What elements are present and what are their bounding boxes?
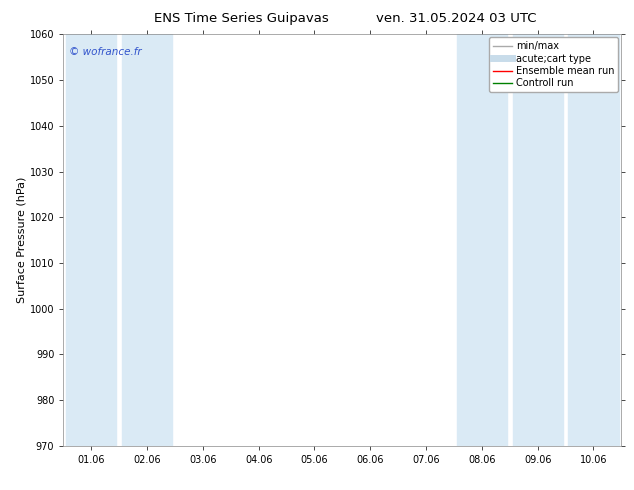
Text: © wofrance.fr: © wofrance.fr xyxy=(69,47,141,57)
Bar xyxy=(568,34,619,446)
Y-axis label: Surface Pressure (hPa): Surface Pressure (hPa) xyxy=(17,177,27,303)
Legend: min/max, acute;cart type, Ensemble mean run, Controll run: min/max, acute;cart type, Ensemble mean … xyxy=(489,37,618,92)
Bar xyxy=(66,34,117,446)
Bar xyxy=(456,34,507,446)
Bar xyxy=(512,34,563,446)
Bar xyxy=(122,34,172,446)
Text: ven. 31.05.2024 03 UTC: ven. 31.05.2024 03 UTC xyxy=(376,12,537,25)
Text: ENS Time Series Guipavas: ENS Time Series Guipavas xyxy=(153,12,328,25)
